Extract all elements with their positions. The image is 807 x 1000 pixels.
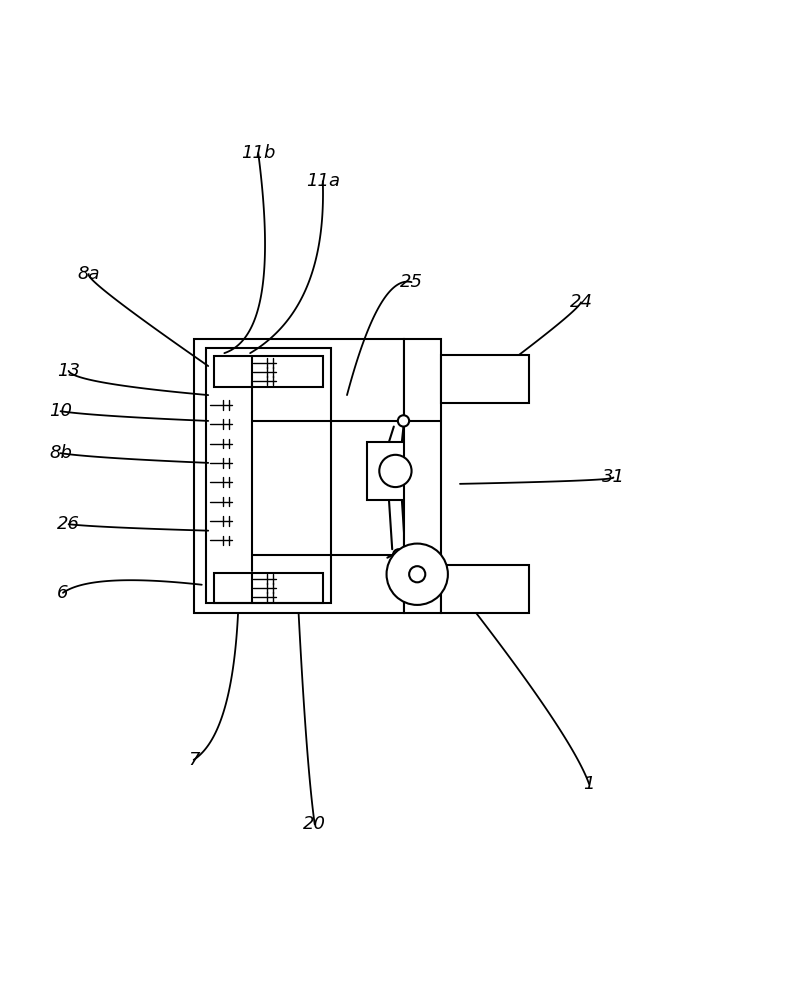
Bar xyxy=(206,348,331,603)
Text: 8b: 8b xyxy=(49,444,72,462)
Text: 31: 31 xyxy=(602,468,625,486)
Circle shape xyxy=(393,549,404,561)
Text: 25: 25 xyxy=(400,273,423,291)
Bar xyxy=(214,356,323,387)
Bar xyxy=(214,573,323,603)
Text: 10: 10 xyxy=(49,402,72,420)
Text: 11a: 11a xyxy=(306,172,340,190)
Circle shape xyxy=(387,544,448,605)
Text: 24: 24 xyxy=(570,293,592,311)
Bar xyxy=(441,355,529,403)
Text: 26: 26 xyxy=(57,515,80,533)
Circle shape xyxy=(398,415,409,427)
Circle shape xyxy=(379,455,412,487)
Bar xyxy=(404,339,441,613)
Text: 11b: 11b xyxy=(241,144,275,162)
Text: 8a: 8a xyxy=(77,265,100,283)
Text: 20: 20 xyxy=(303,815,326,833)
Circle shape xyxy=(409,566,425,582)
Text: 1: 1 xyxy=(583,775,595,793)
Text: 6: 6 xyxy=(57,584,69,602)
Bar xyxy=(441,565,529,613)
Text: 13: 13 xyxy=(57,362,80,380)
Text: 7: 7 xyxy=(188,751,199,769)
Bar xyxy=(194,339,404,613)
Bar xyxy=(367,442,424,500)
